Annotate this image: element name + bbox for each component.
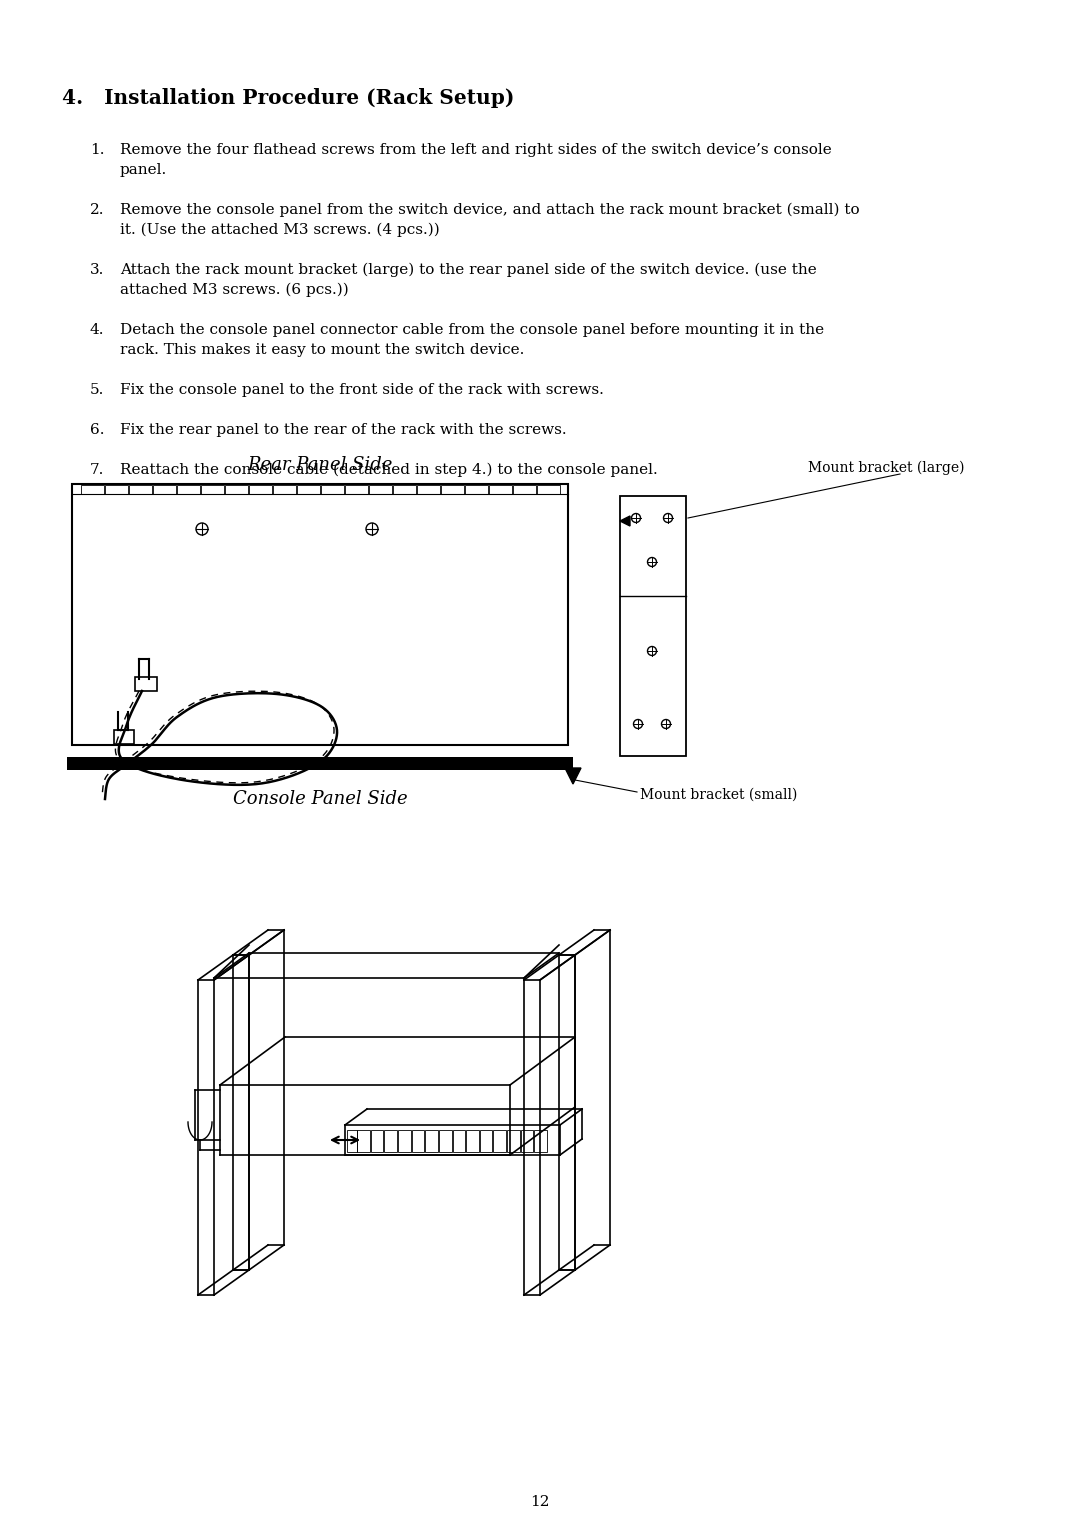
Bar xyxy=(521,1131,534,1152)
Text: rack. This makes it easy to mount the switch device.: rack. This makes it easy to mount the sw… xyxy=(120,342,525,358)
Bar xyxy=(467,1131,478,1152)
Text: Reattach the console cable (detached in step 4.) to the console panel.: Reattach the console cable (detached in … xyxy=(120,463,658,477)
Bar xyxy=(225,484,247,494)
Text: Detach the console panel connector cable from the console panel before mounting : Detach the console panel connector cable… xyxy=(120,322,824,338)
Bar xyxy=(297,484,320,494)
Bar xyxy=(537,484,559,494)
Bar xyxy=(81,484,104,494)
Text: 3.: 3. xyxy=(90,263,105,277)
Text: it. (Use the attached M3 screws. (4 pcs.)): it. (Use the attached M3 screws. (4 pcs.… xyxy=(120,223,440,237)
Text: 7.: 7. xyxy=(90,463,105,477)
Bar xyxy=(441,484,463,494)
Bar xyxy=(272,484,296,494)
Text: Fix the console panel to the front side of the rack with screws.: Fix the console panel to the front side … xyxy=(120,384,604,397)
Bar xyxy=(417,484,440,494)
Text: 12: 12 xyxy=(530,1494,550,1510)
Bar xyxy=(72,484,568,746)
Bar xyxy=(464,484,487,494)
Bar xyxy=(438,1131,451,1152)
Bar xyxy=(488,484,512,494)
Bar xyxy=(370,1131,383,1152)
Text: Mount bracket (large): Mount bracket (large) xyxy=(809,461,966,475)
Text: Mount bracket (small): Mount bracket (small) xyxy=(640,788,797,802)
Text: Fix the rear panel to the rear of the rack with the screws.: Fix the rear panel to the rear of the ra… xyxy=(120,423,567,437)
Bar xyxy=(176,484,200,494)
Text: 5.: 5. xyxy=(90,384,105,397)
Bar xyxy=(152,484,175,494)
Bar xyxy=(67,756,573,770)
Bar xyxy=(620,497,686,756)
Text: 2.: 2. xyxy=(90,203,105,217)
Bar xyxy=(357,1131,369,1152)
Bar xyxy=(248,484,271,494)
Text: Attach the rack mount bracket (large) to the rear panel side of the switch devic: Attach the rack mount bracket (large) to… xyxy=(120,263,816,278)
Bar xyxy=(508,1131,519,1152)
Bar xyxy=(105,484,127,494)
Bar xyxy=(426,1131,437,1152)
Bar xyxy=(114,730,134,744)
Text: 4.: 4. xyxy=(90,322,105,338)
Bar xyxy=(535,1131,546,1152)
Text: Remove the console panel from the switch device, and attach the rack mount brack: Remove the console panel from the switch… xyxy=(120,203,860,217)
Bar xyxy=(494,1131,507,1152)
Bar xyxy=(411,1131,424,1152)
Bar xyxy=(392,484,416,494)
Polygon shape xyxy=(620,516,630,526)
Text: 4.   Installation Procedure (Rack Setup): 4. Installation Procedure (Rack Setup) xyxy=(62,89,514,108)
Bar xyxy=(345,484,367,494)
Bar xyxy=(321,484,343,494)
Bar xyxy=(347,1131,357,1152)
Bar xyxy=(453,1131,465,1152)
Text: 6.: 6. xyxy=(90,423,105,437)
Bar xyxy=(368,484,391,494)
Text: Rear Panel Side: Rear Panel Side xyxy=(247,455,393,474)
Text: 1.: 1. xyxy=(90,144,105,157)
Polygon shape xyxy=(565,769,581,784)
Text: Console Panel Side: Console Panel Side xyxy=(232,790,407,808)
Bar xyxy=(480,1131,492,1152)
Bar xyxy=(513,484,536,494)
Text: panel.: panel. xyxy=(120,163,167,177)
Bar xyxy=(397,1131,410,1152)
Text: Remove the four flathead screws from the left and right sides of the switch devi: Remove the four flathead screws from the… xyxy=(120,144,832,157)
Bar xyxy=(135,677,157,691)
Bar xyxy=(201,484,224,494)
Bar xyxy=(384,1131,397,1152)
Text: attached M3 screws. (6 pcs.)): attached M3 screws. (6 pcs.)) xyxy=(120,283,349,298)
Bar xyxy=(129,484,151,494)
